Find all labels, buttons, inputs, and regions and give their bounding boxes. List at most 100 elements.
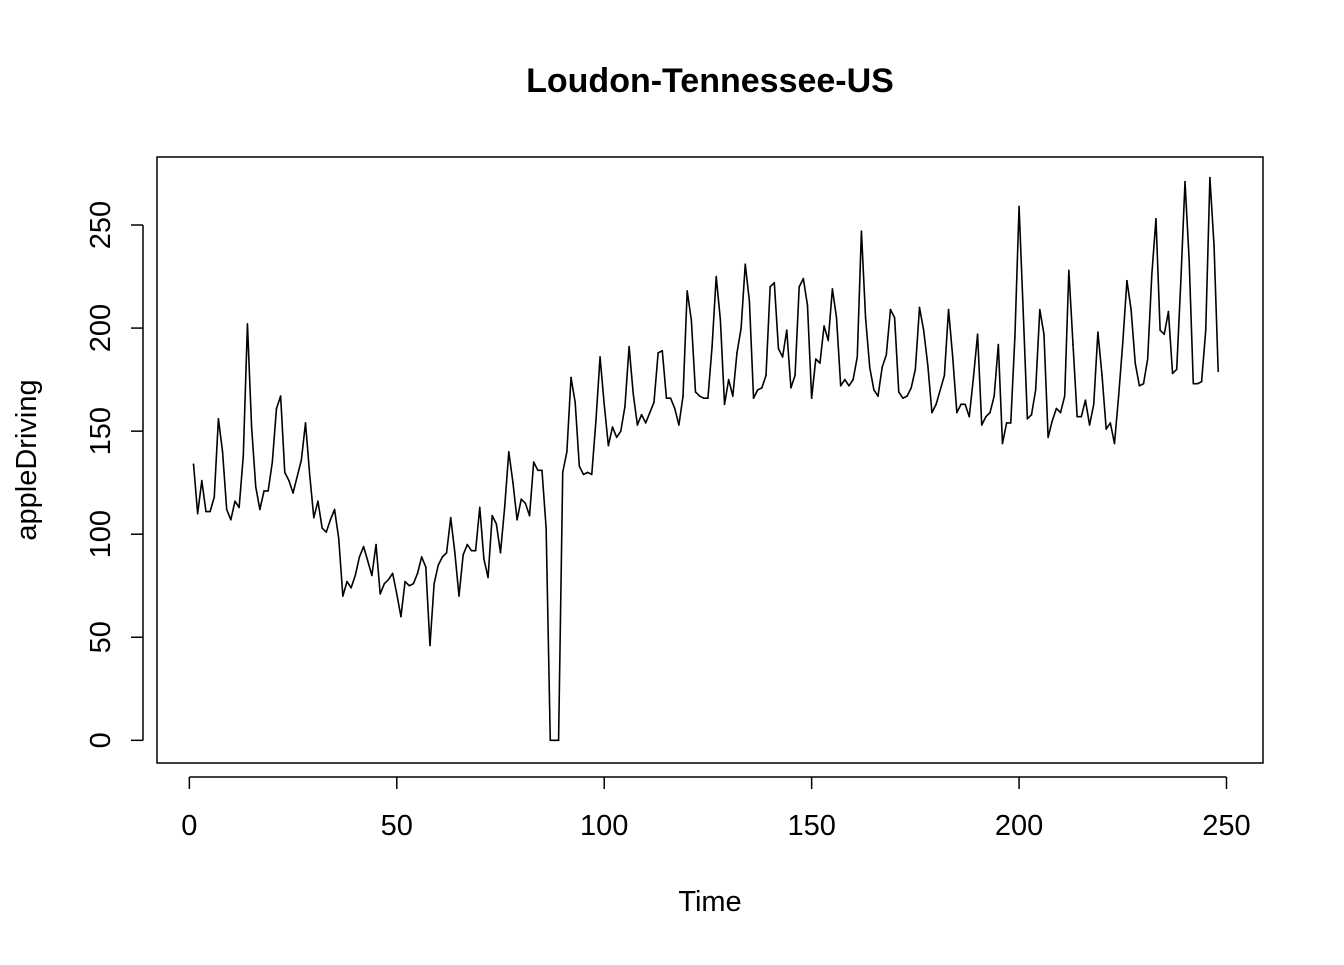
data-point bbox=[1101, 374, 1103, 377]
data-point bbox=[508, 450, 510, 453]
x-tick-label: 200 bbox=[995, 810, 1043, 842]
data-point bbox=[752, 397, 755, 399]
data-point bbox=[296, 475, 299, 478]
data-point bbox=[1088, 424, 1091, 426]
data-point bbox=[586, 471, 589, 474]
data-point bbox=[951, 356, 954, 358]
data-point bbox=[491, 514, 494, 517]
data-point bbox=[545, 527, 547, 529]
data-point bbox=[408, 584, 411, 587]
data-point bbox=[313, 516, 315, 519]
data-point bbox=[802, 277, 805, 280]
data-point bbox=[445, 551, 448, 554]
data-point bbox=[561, 471, 564, 474]
data-point bbox=[644, 422, 647, 424]
data-point bbox=[1113, 442, 1116, 445]
data-point bbox=[201, 479, 203, 482]
data-point bbox=[230, 518, 232, 521]
data-point bbox=[213, 496, 216, 498]
x-tick-label: 50 bbox=[381, 810, 413, 842]
data-point bbox=[989, 411, 991, 414]
y-tick-label: 50 bbox=[85, 621, 117, 653]
data-point bbox=[964, 403, 966, 406]
data-point bbox=[968, 415, 971, 418]
data-point bbox=[707, 397, 709, 399]
data-point bbox=[1072, 343, 1074, 346]
data-point bbox=[839, 385, 842, 387]
data-point bbox=[503, 506, 506, 509]
data-point bbox=[425, 566, 427, 568]
data-point bbox=[582, 473, 585, 476]
data-point bbox=[918, 306, 921, 309]
data-point bbox=[346, 580, 348, 583]
data-point bbox=[578, 465, 581, 467]
data-point bbox=[1159, 329, 1161, 331]
data-point bbox=[1026, 417, 1029, 420]
data-point bbox=[566, 450, 568, 453]
data-point bbox=[902, 397, 904, 399]
data-point bbox=[885, 354, 888, 356]
data-point bbox=[690, 319, 693, 321]
data-point bbox=[636, 424, 639, 426]
data-point bbox=[1009, 422, 1012, 424]
data-point bbox=[1121, 341, 1124, 344]
data-point bbox=[893, 316, 896, 319]
data-point bbox=[1130, 308, 1132, 311]
data-point bbox=[1134, 362, 1137, 364]
data-point bbox=[499, 551, 502, 554]
data-point bbox=[640, 413, 643, 416]
data-point bbox=[985, 415, 987, 418]
y-tick-label: 200 bbox=[85, 304, 117, 352]
data-point bbox=[756, 389, 759, 391]
data-point bbox=[512, 481, 514, 484]
data-point bbox=[632, 393, 635, 395]
data-point bbox=[810, 397, 813, 399]
data-point bbox=[844, 378, 846, 381]
data-point bbox=[317, 500, 319, 503]
data-point bbox=[553, 739, 556, 742]
data-point bbox=[719, 319, 722, 321]
data-point bbox=[827, 339, 830, 342]
data-point bbox=[1076, 415, 1078, 418]
data-point bbox=[1109, 422, 1112, 424]
data-point bbox=[972, 376, 975, 379]
data-point bbox=[275, 407, 278, 410]
data-point bbox=[1163, 333, 1166, 336]
data-point bbox=[279, 395, 282, 397]
data-point bbox=[935, 403, 937, 406]
data-point bbox=[761, 387, 763, 389]
x-axis-label: Time bbox=[678, 886, 741, 918]
data-point bbox=[823, 325, 825, 327]
data-point bbox=[607, 444, 610, 447]
data-point bbox=[449, 516, 452, 519]
data-point bbox=[657, 352, 659, 354]
data-point bbox=[682, 395, 684, 397]
data-point bbox=[304, 422, 307, 424]
data-point bbox=[727, 378, 730, 381]
data-point bbox=[416, 572, 419, 575]
data-point bbox=[1180, 279, 1182, 282]
data-point bbox=[537, 469, 539, 472]
data-point bbox=[1142, 382, 1145, 385]
data-point bbox=[263, 490, 265, 492]
data-point bbox=[1126, 279, 1128, 282]
data-point bbox=[856, 356, 859, 358]
data-point bbox=[914, 368, 917, 371]
data-point bbox=[375, 543, 377, 546]
data-point bbox=[429, 644, 431, 647]
data-point bbox=[557, 739, 560, 742]
data-point bbox=[342, 595, 344, 597]
data-point bbox=[242, 455, 245, 457]
data-point bbox=[1217, 370, 1219, 373]
data-point bbox=[740, 327, 742, 329]
data-point bbox=[325, 531, 328, 533]
data-point bbox=[711, 345, 713, 348]
data-point bbox=[1117, 395, 1120, 397]
data-point bbox=[665, 397, 668, 399]
data-point bbox=[769, 286, 771, 288]
data-point bbox=[371, 574, 373, 577]
data-point bbox=[615, 436, 618, 439]
data-point bbox=[603, 403, 606, 406]
